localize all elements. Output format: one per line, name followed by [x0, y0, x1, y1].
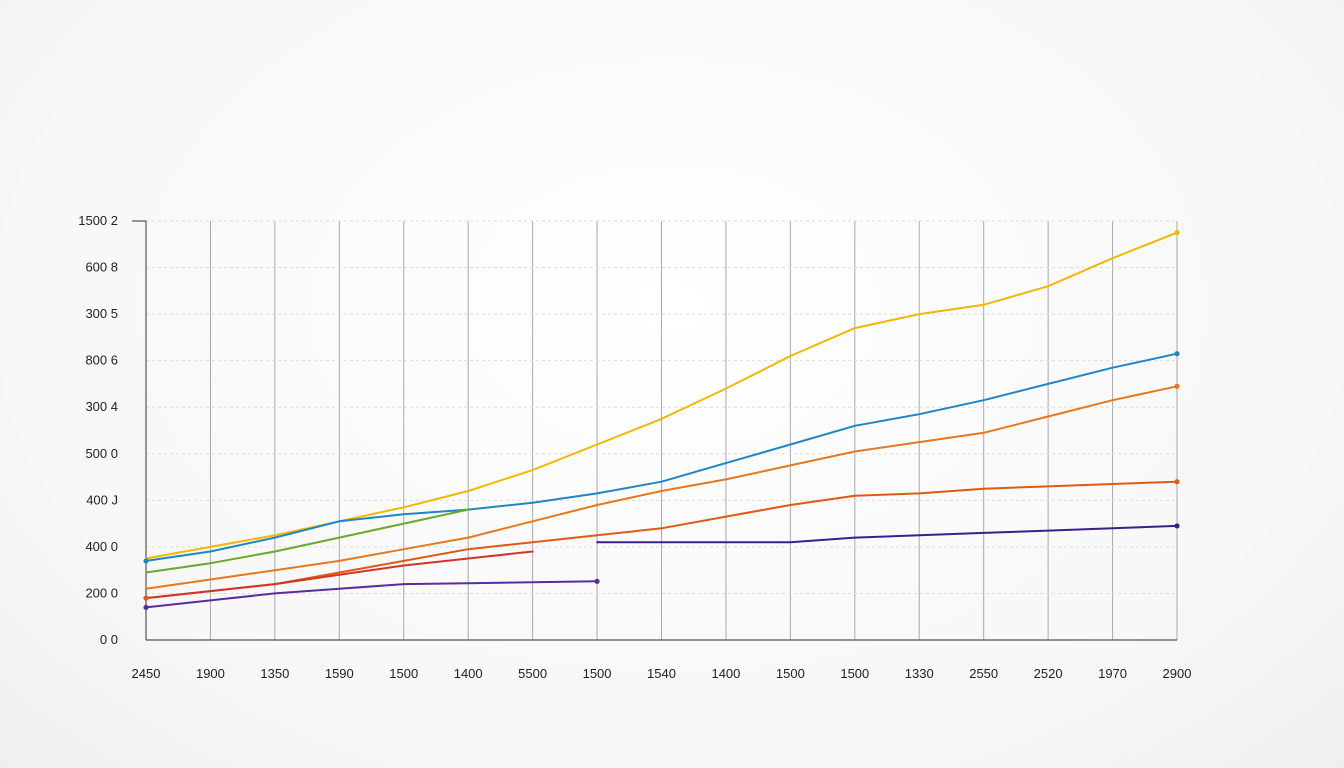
y-tick-label: 400 0 — [85, 539, 118, 554]
x-tick-label: 1900 — [196, 666, 225, 681]
x-tick-label: 2450 — [132, 666, 161, 681]
series-end-marker — [1174, 383, 1180, 389]
series-markers — [143, 230, 1180, 611]
x-tick-label: 2900 — [1163, 666, 1192, 681]
series-start-marker — [143, 604, 149, 611]
series-end-marker — [1174, 351, 1180, 357]
y-tick-label: 0 0 — [100, 632, 118, 647]
series-line-4 — [145, 385, 1178, 590]
x-tick-label: 1500 — [389, 666, 418, 681]
x-tick-label: 1500 — [840, 666, 869, 681]
series-line-8 — [596, 524, 1178, 544]
x-tick-label: 1330 — [905, 666, 934, 681]
axes — [132, 220, 1177, 641]
series-start-marker — [143, 595, 149, 601]
x-tick-label: 1400 — [711, 666, 740, 681]
series-end-marker — [1174, 523, 1180, 529]
x-tick-label: 1350 — [260, 666, 289, 681]
grid — [145, 220, 1178, 641]
y-tick-label: 600 8 — [85, 260, 118, 275]
x-tick-label: 1540 — [647, 666, 676, 681]
x-tick-label: 1500 — [776, 666, 805, 681]
y-tick-labels: 0 0 200 0 400 0 400 J 500 0 300 4 800 6 300 5 60… — [78, 213, 118, 647]
x-tick-label: 2520 — [1034, 666, 1063, 681]
x-tick-label: 1400 — [454, 666, 483, 681]
series-lines — [145, 231, 1178, 609]
series-line-2 — [145, 352, 1178, 562]
series-end-marker — [1174, 230, 1180, 236]
y-tick-label: 400 J — [86, 492, 118, 507]
x-tick-label: 2550 — [969, 666, 998, 681]
x-tick-label: 5500 — [518, 666, 547, 681]
x-tick-labels: 2450 1900 1350 1590 1500 1400 5500 1500 1540 1400… — [132, 666, 1192, 681]
y-tick-label: 1500 2 — [78, 213, 118, 228]
x-tick-label: 1590 — [325, 666, 354, 681]
x-tick-label: 1500 — [583, 666, 612, 681]
x-tick-label: 1970 — [1098, 666, 1127, 681]
series-start-marker — [143, 558, 149, 564]
series-line-6 — [145, 550, 534, 600]
y-tick-label: 500 0 — [85, 446, 118, 461]
y-tick-label: 300 5 — [85, 306, 118, 321]
y-tick-label: 800 6 — [85, 353, 118, 368]
series-end-marker — [594, 578, 600, 584]
series-line-5 — [145, 480, 1178, 600]
series-end-marker — [1174, 479, 1180, 485]
y-tick-label: 200 0 — [85, 585, 118, 600]
y-tick-label: 300 4 — [85, 399, 118, 414]
series-line-3 — [145, 508, 470, 574]
series-line-7 — [145, 580, 599, 609]
